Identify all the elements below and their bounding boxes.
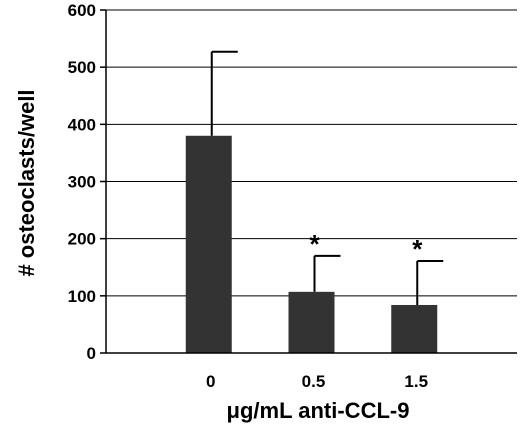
y-tick-label: 500	[68, 58, 96, 77]
y-tick-label: 0	[87, 344, 96, 363]
y-tick-label: 400	[68, 115, 96, 134]
y-tick-label: 100	[68, 287, 96, 306]
significance-star: *	[412, 234, 423, 264]
x-tick-label: 0.5	[302, 372, 326, 391]
significance-star: *	[309, 229, 320, 259]
y-tick-label: 300	[68, 173, 96, 192]
bars	[185, 50, 444, 353]
x-axis-title: μg/mL anti-CCL-9	[227, 398, 410, 423]
bar	[391, 304, 438, 353]
y-tick-label: 600	[68, 1, 96, 20]
bar	[288, 291, 335, 353]
gridlines	[106, 9, 517, 297]
bar	[185, 135, 232, 353]
y-tick-label: 200	[68, 230, 96, 249]
significance-markers: * *	[309, 229, 423, 264]
x-tick-labels: 0 0.5 1.5	[206, 372, 428, 391]
x-tick-label: 1.5	[404, 372, 428, 391]
x-tick-label: 0	[206, 372, 215, 391]
y-axis-title: # osteoclasts/well	[14, 89, 39, 276]
y-tick-labels: 0 100 200 300 400 500 600	[68, 1, 106, 363]
